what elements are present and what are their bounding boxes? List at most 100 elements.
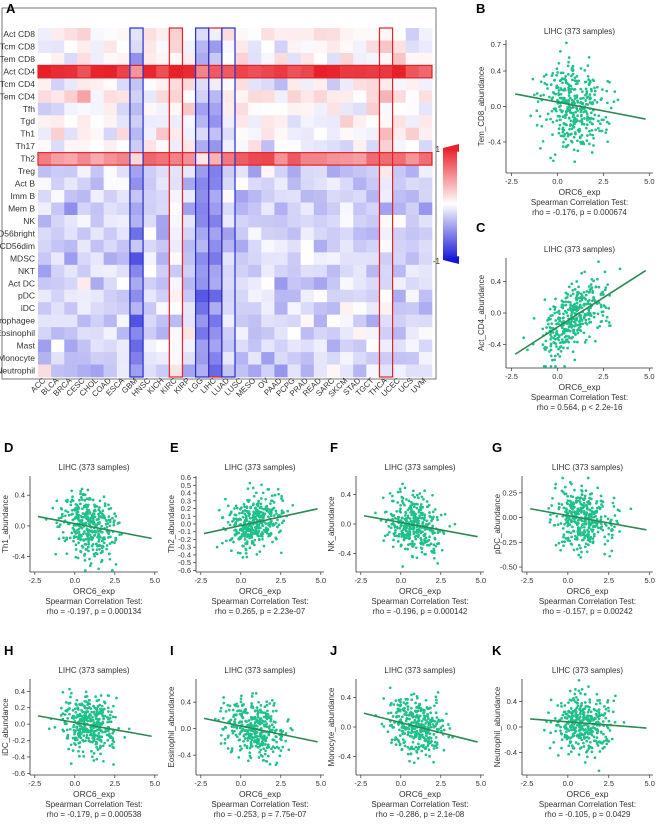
scatter-point: [585, 511, 589, 515]
heatmap-cell: [77, 352, 91, 365]
scatter-point: [581, 733, 585, 737]
heatmap-cell: [379, 102, 393, 116]
scatter-point: [111, 731, 114, 735]
heatmap-cell: [300, 352, 315, 365]
heatmap-cell: [64, 264, 78, 278]
scatter-point: [582, 505, 585, 509]
scatter-point: [392, 499, 395, 503]
y-axis-label: iDC_abundance: [1, 698, 10, 756]
scatter-point: [578, 315, 582, 318]
scatter-point: [398, 704, 402, 708]
scatter-point: [526, 348, 529, 352]
scatter-point: [594, 339, 597, 343]
scatter-point: [97, 508, 101, 512]
heatmap-cell: [182, 314, 196, 328]
scatter-point: [596, 744, 600, 747]
scatter-point: [571, 111, 575, 115]
scatter-point: [549, 117, 552, 121]
scatter-point: [420, 516, 423, 520]
heatmap-cell: [392, 90, 407, 104]
scatter-point: [580, 319, 584, 322]
scatter-point: [396, 703, 400, 707]
scatter-point: [400, 499, 404, 503]
scatter-point: [573, 116, 577, 120]
heatmap-cell: [103, 202, 118, 216]
heatmap-cell: [51, 28, 65, 41]
scatter-point: [248, 516, 252, 520]
heatmap-cell: [169, 277, 183, 291]
heatmap-cell: [38, 289, 52, 303]
scatter-point: [584, 542, 588, 546]
heatmap-cell: [221, 302, 236, 315]
scatter-point: [432, 732, 436, 736]
scatter-point: [245, 720, 248, 723]
scatter-point: [595, 709, 599, 713]
scatter-point: [224, 539, 228, 543]
heatmap-cell: [64, 202, 78, 216]
scatter-point: [592, 534, 596, 538]
scatter-point: [566, 314, 570, 318]
scatter-point: [567, 710, 570, 714]
scatter-point: [439, 726, 443, 729]
scatter-point: [251, 532, 255, 535]
scatter-point: [592, 136, 595, 140]
heatmap-cell: [129, 165, 144, 178]
scatter-point: [242, 739, 245, 743]
heatmap-cell: [208, 289, 223, 303]
scatter-point: [596, 526, 600, 530]
heatmap-cell: [313, 28, 328, 41]
heatmap-cell: [116, 90, 131, 104]
scatter-point: [594, 702, 598, 706]
scatter-point: [401, 738, 405, 741]
scatter-point: [563, 329, 567, 333]
heatmap-cell: [313, 77, 328, 91]
scatter-point: [278, 754, 282, 758]
heatmap-cell: [274, 252, 288, 266]
scatter-point: [561, 109, 564, 113]
scatter-point: [254, 724, 258, 728]
scatter-point: [279, 529, 282, 533]
heatmap-cell: [38, 65, 52, 79]
heatmap-cell: [221, 314, 236, 328]
scatter-point: [606, 539, 610, 543]
scatter-point: [244, 530, 248, 534]
heatmap-frame: [1, 7, 437, 380]
scatter-point: [441, 724, 445, 728]
scatter-point: [108, 552, 111, 556]
scatter-point: [95, 757, 99, 761]
heatmap-cell: [195, 277, 210, 291]
scatter-point: [560, 705, 563, 708]
scatter-point: [263, 711, 267, 715]
scatter-point: [245, 555, 249, 559]
scatter-point: [596, 277, 599, 281]
scatter-point: [254, 731, 258, 735]
regression-line: [515, 93, 646, 120]
scatter-point: [108, 520, 112, 523]
scatter-point: [416, 709, 420, 713]
scatter-point: [219, 742, 223, 745]
heatmap-cell: [300, 202, 315, 216]
scatter-point: [531, 77, 535, 81]
scatter-point: [88, 557, 91, 561]
heatmap-cell: [90, 202, 104, 216]
scatter-point: [82, 729, 86, 732]
scatter-point: [106, 739, 110, 742]
heatmap-cell: [156, 115, 170, 129]
scatter-point: [247, 734, 251, 738]
scatter-point: [564, 116, 567, 119]
heatmap-cell: [379, 40, 393, 54]
scatter-point: [570, 312, 574, 316]
scale-min-label: -1: [433, 257, 441, 266]
scatter-point: [560, 326, 564, 330]
heatmap-cell: [326, 115, 341, 129]
scatter-point: [215, 545, 219, 549]
heatmap-cell: [313, 65, 328, 79]
heatmap-cell: [51, 314, 65, 328]
scatter-point: [602, 705, 606, 708]
heatmap-cell: [208, 352, 223, 365]
scatter-point: [248, 751, 252, 755]
heatmap-cell: [353, 28, 367, 41]
scatter-point: [419, 706, 423, 710]
scatter-point: [261, 491, 265, 495]
